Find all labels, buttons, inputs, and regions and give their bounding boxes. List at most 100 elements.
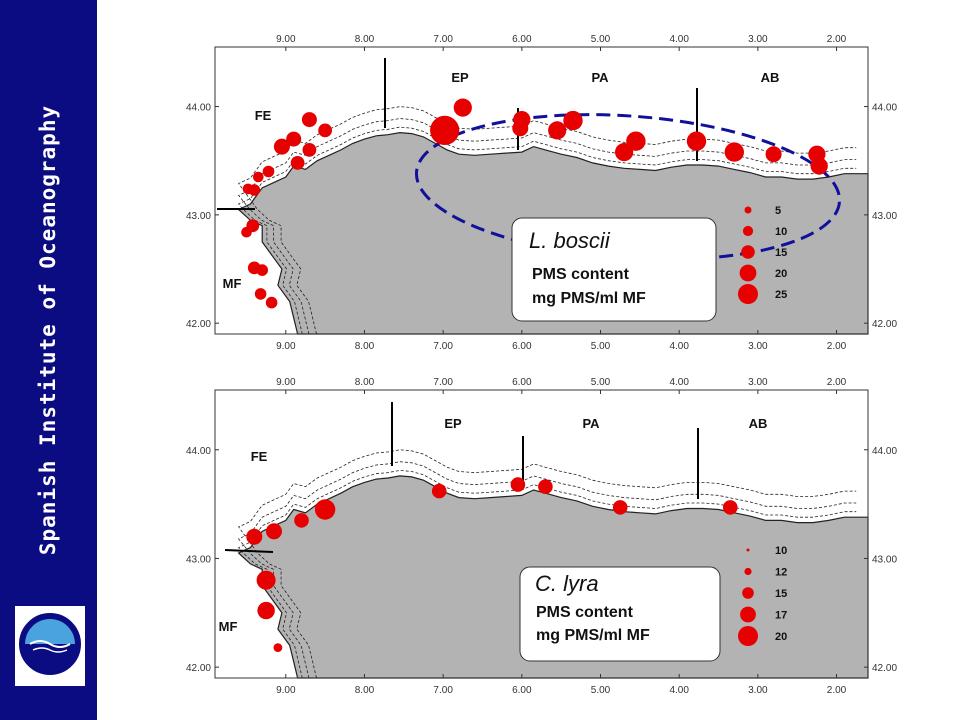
sample-point xyxy=(318,123,332,138)
legend-box xyxy=(519,566,721,662)
x-tick-label-bottom: 7.00 xyxy=(433,341,453,352)
sample-point xyxy=(314,499,336,520)
sample-point xyxy=(724,142,744,162)
y-tick-label-right: 44.00 xyxy=(872,103,897,114)
x-tick-label-top: 7.00 xyxy=(433,377,453,388)
region-label: EP xyxy=(444,416,462,431)
region-label: AB xyxy=(761,70,780,85)
x-tick-label-bottom: 4.00 xyxy=(669,341,689,352)
map-l-boscii: 9.00 9.00 8.00 8.00 7.00 7.00 6.00 6.00 5.00 5.00… xyxy=(155,26,915,360)
sample-point xyxy=(248,184,261,196)
sample-point xyxy=(686,131,707,151)
y-tick-label-right: 42.00 xyxy=(872,663,897,674)
x-tick-label-top: 7.00 xyxy=(433,34,453,45)
size-legend-dot xyxy=(741,245,755,259)
size-legend-label: 10 xyxy=(775,545,787,557)
size-legend-label: 25 xyxy=(775,289,787,301)
size-legend-dot xyxy=(739,264,757,282)
legend-box xyxy=(511,217,717,322)
x-tick-label-top: 3.00 xyxy=(748,34,768,45)
map-frame xyxy=(214,46,869,335)
map-frame xyxy=(214,389,869,679)
size-legend-label: 5 xyxy=(775,205,781,217)
region-label: PA xyxy=(591,70,609,85)
sidebar-panel: Spanish Institute of Oceanography xyxy=(0,0,97,720)
x-tick-label-top: 4.00 xyxy=(669,34,689,45)
sample-point xyxy=(512,120,529,137)
size-legend-label: 15 xyxy=(775,588,787,600)
y-tick-label-right: 43.00 xyxy=(872,554,897,565)
sample-point xyxy=(246,528,263,545)
x-tick-label-top: 2.00 xyxy=(827,377,847,388)
sample-point xyxy=(290,156,305,170)
x-tick-label-top: 6.00 xyxy=(512,34,532,45)
y-tick-label-left: 43.00 xyxy=(186,554,211,565)
institute-title: Spanish Institute of Oceanography xyxy=(36,104,60,556)
sample-point xyxy=(257,601,275,620)
ieo-logo-icon xyxy=(15,606,85,686)
size-legend-label: 17 xyxy=(775,610,787,622)
x-tick-label-bottom: 2.00 xyxy=(827,685,847,696)
sample-point xyxy=(548,121,567,140)
sample-point xyxy=(723,500,738,515)
sample-point xyxy=(810,157,828,175)
x-tick-label-top: 5.00 xyxy=(591,377,611,388)
region-label: FE xyxy=(255,108,272,123)
size-legend-dot xyxy=(738,284,758,304)
legend-title-line2: mg PMS/ml MF xyxy=(532,290,646,307)
legend-title-line2: mg PMS/ml MF xyxy=(536,627,650,644)
sample-point xyxy=(510,477,526,492)
x-tick-label-bottom: 3.00 xyxy=(748,685,768,696)
sample-point xyxy=(256,570,276,590)
sample-point xyxy=(431,483,447,499)
sample-point xyxy=(266,523,282,540)
x-tick-label-top: 9.00 xyxy=(276,34,296,45)
depth-contour-line xyxy=(237,469,857,679)
sample-point xyxy=(253,171,264,183)
size-legend-dot xyxy=(746,548,750,552)
x-tick-label-top: 5.00 xyxy=(591,34,611,45)
x-tick-label-bottom: 5.00 xyxy=(591,685,611,696)
sample-point xyxy=(254,288,267,300)
region-label: AB xyxy=(749,416,768,431)
region-label: MF xyxy=(223,276,242,291)
x-tick-label-bottom: 7.00 xyxy=(433,685,453,696)
depth-contour-line xyxy=(237,118,857,335)
sample-point xyxy=(563,110,583,131)
x-tick-label-bottom: 9.00 xyxy=(276,685,296,696)
x-tick-label-top: 6.00 xyxy=(512,377,532,388)
size-legend-dot xyxy=(740,606,756,623)
legend-title-line1: PMS content xyxy=(536,604,634,621)
sample-point xyxy=(246,219,260,233)
y-tick-label-right: 43.00 xyxy=(872,211,897,222)
size-legend-label: 20 xyxy=(775,631,787,643)
x-tick-label-bottom: 9.00 xyxy=(276,341,296,352)
y-tick-label-left: 44.00 xyxy=(186,446,211,457)
x-tick-label-bottom: 6.00 xyxy=(512,685,532,696)
size-legend-label: 10 xyxy=(775,226,787,238)
sample-point xyxy=(294,513,309,528)
sample-point xyxy=(256,264,268,276)
sample-point xyxy=(302,143,317,157)
sample-point xyxy=(765,146,782,163)
sample-point xyxy=(273,138,290,155)
species-name: C. lyra xyxy=(535,571,599,596)
y-tick-label-left: 42.00 xyxy=(186,319,211,330)
x-tick-label-bottom: 5.00 xyxy=(591,341,611,352)
sample-point xyxy=(538,479,553,494)
x-tick-label-top: 8.00 xyxy=(355,34,375,45)
region-label: EP xyxy=(451,70,469,85)
y-tick-label-left: 44.00 xyxy=(186,103,211,114)
y-tick-label-left: 43.00 xyxy=(186,211,211,222)
sample-point xyxy=(273,643,283,652)
x-tick-label-top: 8.00 xyxy=(355,377,375,388)
x-tick-label-top: 3.00 xyxy=(748,377,768,388)
region-label: MF xyxy=(219,619,238,634)
size-legend-dot xyxy=(744,567,752,576)
sample-point xyxy=(265,296,278,309)
sample-point xyxy=(453,98,472,117)
sample-point xyxy=(262,165,275,178)
size-legend-dot xyxy=(742,587,754,599)
x-tick-label-bottom: 2.00 xyxy=(827,341,847,352)
size-legend-label: 20 xyxy=(775,268,787,280)
